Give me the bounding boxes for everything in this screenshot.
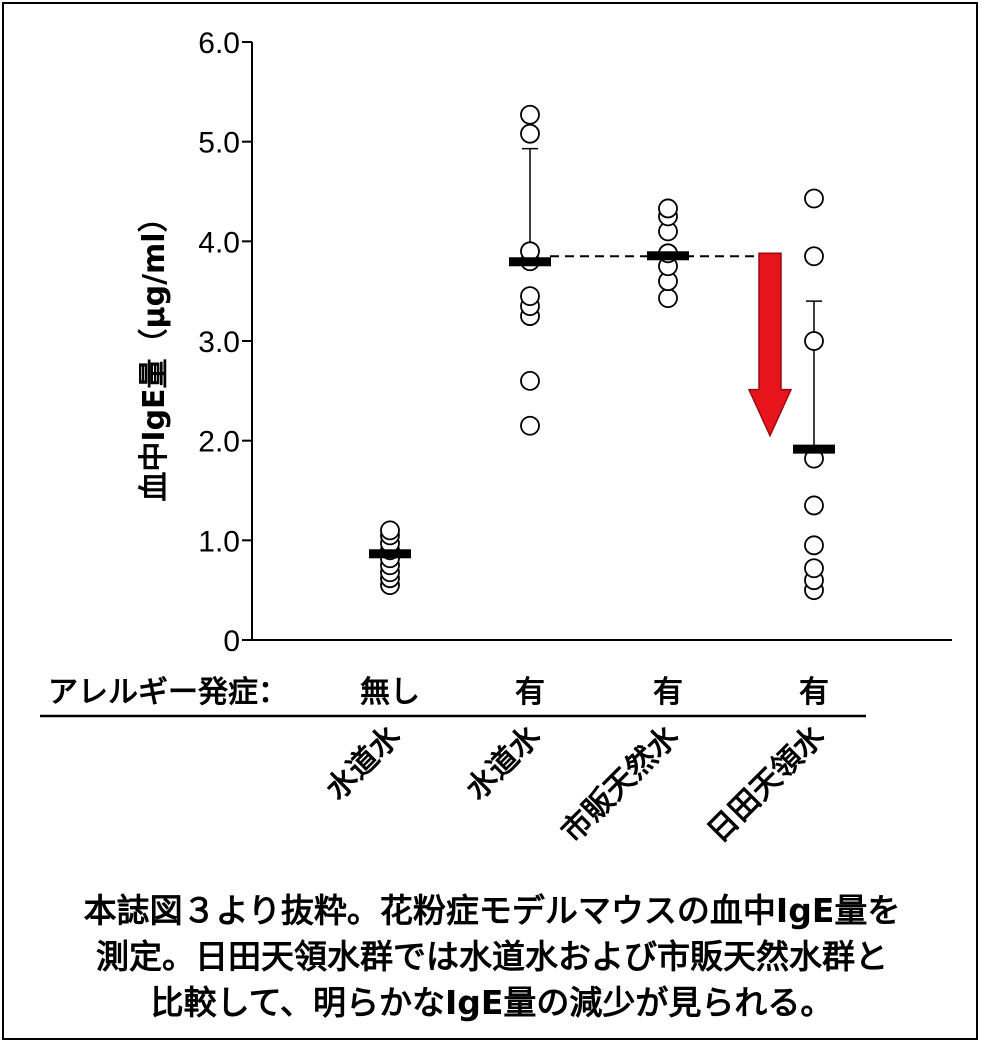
data-point — [520, 104, 540, 125]
y-tick-label: 2.0 — [198, 426, 240, 459]
allergy-value: 無し — [360, 675, 420, 710]
mean-bar — [369, 549, 411, 559]
group-label: 日田天領水 — [701, 718, 833, 850]
y-axis-title: 血中IgE量（μg/ml） — [137, 202, 172, 501]
y-tick-label: 1.0 — [198, 525, 240, 558]
data-point — [804, 535, 824, 556]
allergy-value: 有 — [515, 675, 545, 710]
allergy-value: 有 — [653, 675, 683, 710]
y-tick-label: 6.0 — [198, 27, 240, 60]
group-label: 水道水 — [319, 718, 408, 807]
data-point — [658, 288, 678, 309]
caption-line-1: 本誌図３より抜粋。花粉症モデルマウスの血中IgE量を — [83, 891, 901, 930]
y-tick-label: 4.0 — [198, 226, 240, 259]
group-label: 市販天然水 — [555, 718, 687, 850]
caption-line-3: 比較して、明らかなIgE量の減少が見られる。 — [150, 983, 834, 1022]
mean-bar — [793, 444, 835, 454]
caption-line-2: 測定。日田天領水群では水道水および市販天然水群と — [96, 937, 888, 976]
data-point — [380, 520, 400, 541]
y-tick-label: 3.0 — [198, 326, 240, 359]
y-tick-label: 0 — [223, 625, 240, 658]
group-label: 水道水 — [459, 718, 548, 807]
data-point — [520, 286, 540, 307]
allergy-row-label: アレルギー発症： — [48, 675, 288, 710]
data-point — [658, 198, 678, 219]
allergy-value: 有 — [799, 675, 829, 710]
mean-bar — [509, 257, 551, 267]
data-point — [520, 415, 540, 436]
data-point — [804, 495, 824, 516]
mean-bar — [647, 251, 689, 261]
scatter-chart: 0 1.0 2.0 3.0 4.0 5.0 6.0 血中IgE量（μg/ml） アレルギー発症：… — [40, 27, 952, 850]
data-point — [520, 123, 540, 144]
y-tick-label: 5.0 — [198, 127, 240, 160]
data-point — [804, 558, 824, 579]
data-point — [804, 331, 824, 351]
data-point — [804, 188, 824, 209]
decrease-arrow — [747, 252, 793, 438]
figure-caption: 本誌図３より抜粋。花粉症モデルマウスの血中IgE量を 測定。日田天領水群では水道… — [20, 888, 964, 1026]
data-point — [804, 246, 824, 267]
data-point — [520, 370, 540, 391]
